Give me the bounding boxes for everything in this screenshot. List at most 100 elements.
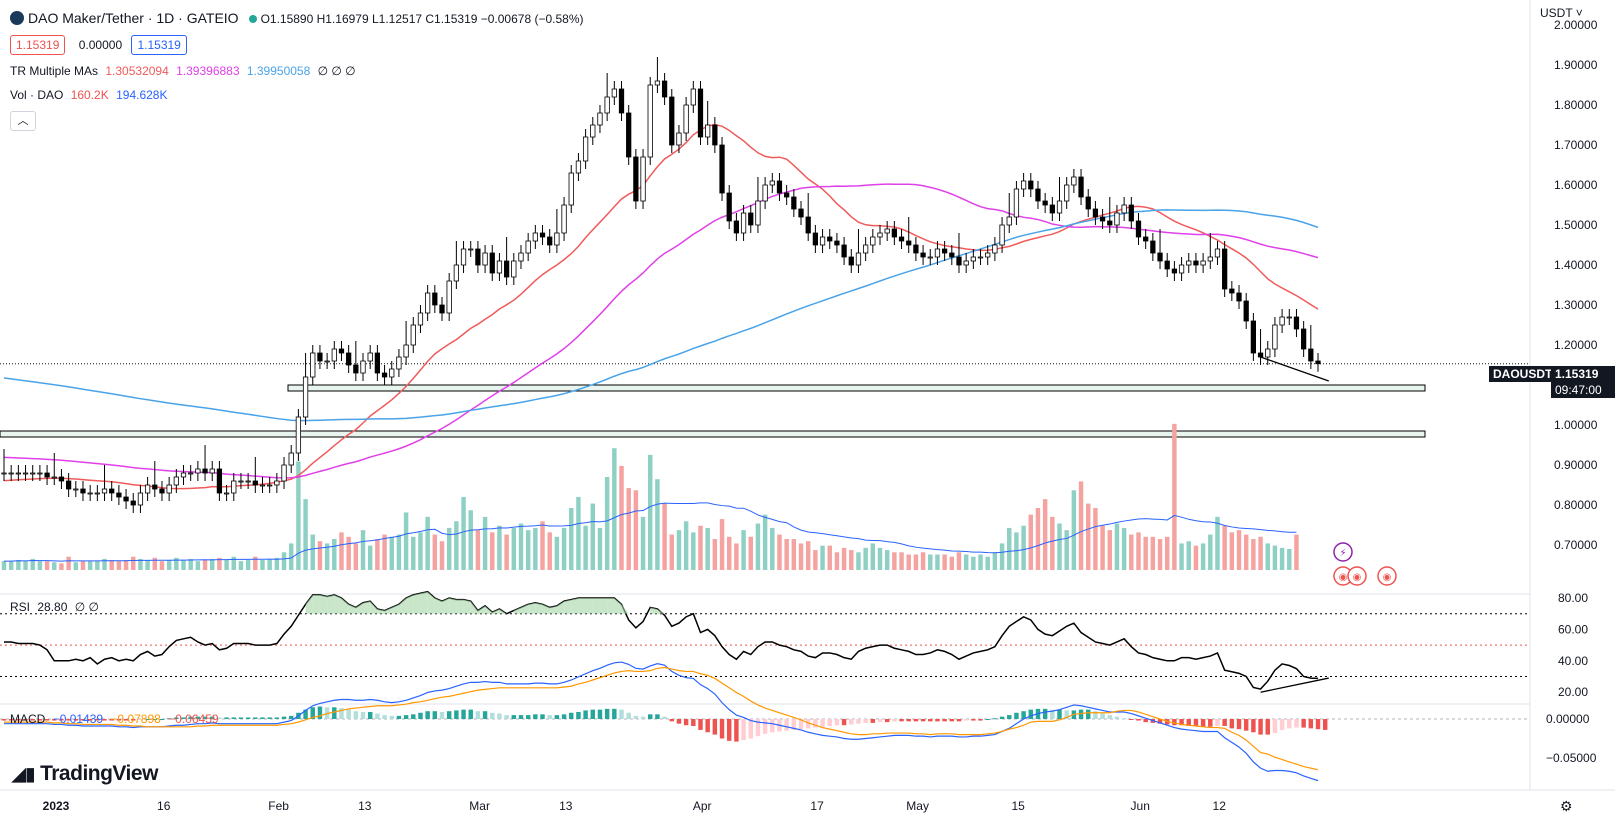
macd-histogram-bar [705, 719, 710, 733]
macd-histogram-bar [928, 719, 933, 722]
macd-histogram-bar [446, 711, 452, 719]
chevron-up-icon: ︿ [17, 115, 29, 127]
ask-price[interactable]: 1.15319 [131, 35, 187, 55]
volume-bar [30, 558, 35, 570]
volume-bar [935, 554, 940, 570]
macd-histogram-bar [1, 719, 7, 721]
rsi-overbought-fill [535, 602, 543, 614]
volume-bar [1035, 508, 1041, 570]
candle-body [1171, 268, 1178, 274]
volume-bar [1222, 525, 1227, 570]
gear-icon[interactable]: ⚙ [1560, 798, 1573, 814]
time-tick-label: 16 [157, 799, 171, 813]
candle-body [547, 236, 553, 246]
macd-histogram-bar [152, 719, 158, 720]
currency-selector[interactable]: USDT ˅ [1540, 6, 1583, 20]
macd-histogram-bar [109, 719, 114, 721]
rsi-legend[interactable]: RSI 28.80 ∅ ∅ [10, 600, 103, 614]
candle-body [712, 124, 718, 146]
macd-histogram-bar [66, 719, 71, 721]
volume-bar [655, 479, 660, 570]
volume-bar [202, 560, 208, 570]
volume-bar [174, 557, 179, 570]
volume-bar [1100, 525, 1105, 570]
macd-histogram-bar [375, 713, 380, 719]
spread: 0.00000 [78, 38, 123, 52]
rsi-overbought-fill [456, 599, 464, 614]
rsi-overbought-fill [485, 605, 493, 614]
candle-body [360, 360, 366, 374]
event-flag-icon [1333, 542, 1353, 562]
macd-histogram-bar [1186, 719, 1191, 727]
price-axis[interactable]: 2.00000 1.90000 1.80000 1.70000 1.60000 1.500… [1546, 18, 1598, 765]
symbol-header: DAO Maker/Tether · 1D · GATEIO O1.15890 H… [10, 10, 588, 26]
ma-legend[interactable]: TR Multiple MAs 1.30532094 1.39396883 1.… [10, 64, 360, 78]
volume-bars [1, 423, 1299, 570]
tradingview-logo[interactable]: ◢▮ TradingView [12, 762, 158, 786]
trendline-drawings[interactable]: ⚡ ◉ ◉ ◉ [1260, 356, 1397, 693]
candle-body [1286, 316, 1292, 319]
volume-bar [482, 516, 488, 570]
rsi-overbought-fill [592, 598, 600, 614]
candle-body [539, 232, 546, 238]
candle-body [65, 480, 72, 490]
macd-histogram-bar [683, 719, 689, 726]
rsi-tick-label: 80.00 [1558, 591, 1588, 605]
candle-body [870, 236, 876, 246]
macd-histogram-bar [1028, 709, 1034, 719]
macd-histogram-bar [985, 719, 990, 720]
macd-histogram-bar [367, 711, 373, 719]
macd-histogram-bar [123, 719, 129, 721]
price-tick-label: 1.00000 [1554, 418, 1598, 432]
macd-histogram-bar [1222, 719, 1227, 727]
macd-histogram-bar [95, 719, 100, 721]
macd-histogram-bar [245, 717, 251, 719]
price-tick-label: 0.80000 [1554, 498, 1598, 512]
volume-bar [1251, 539, 1256, 570]
collapse-legend-button[interactable]: ︿ [10, 111, 36, 131]
candle-body [80, 488, 86, 494]
price-trendline [1260, 356, 1329, 382]
macd-histogram-bar [80, 719, 86, 721]
macd-histogram-bar [281, 716, 287, 719]
volume-bar [37, 561, 43, 570]
volume-bar [73, 562, 79, 570]
candle-body [173, 476, 179, 486]
candle-body [130, 500, 136, 506]
bid-price[interactable]: 1.15319 [10, 35, 66, 55]
candle-body [532, 232, 538, 242]
macd-legend[interactable]: MACD −0.01439 −0.07898 −0.06459 [10, 712, 223, 726]
rsi-overbought-fill [556, 601, 565, 614]
macd-histogram-bar [454, 710, 459, 719]
time-tick-label: 17 [810, 799, 824, 813]
volume-bar [317, 541, 323, 570]
candle-body [1085, 196, 1091, 210]
rsi-overbought-fill [312, 594, 320, 614]
macd-histogram-bar [949, 719, 955, 722]
macd-histogram-bar [942, 719, 947, 722]
candle-body [1293, 316, 1300, 330]
macd-histogram-bar [1143, 719, 1148, 723]
candle-body [812, 232, 819, 246]
macd-pane [0, 661, 1530, 782]
macd-histogram-bar [44, 719, 50, 721]
volume-bar [1086, 503, 1091, 570]
volume-bar [159, 561, 165, 570]
macd-histogram-bar [540, 714, 545, 719]
candle-body [310, 352, 316, 378]
candle-body [44, 472, 50, 478]
symbol-title[interactable]: DAO Maker/Tether · 1D · GATEIO [28, 10, 239, 26]
candlesticks [1, 57, 1321, 513]
macd-histogram-bar [518, 715, 524, 719]
time-axis[interactable]: 2023 16 Feb 13 Mar 13 Apr 17 May 15 Jun 12 [43, 799, 1227, 813]
volume-bar [1215, 516, 1220, 570]
macd-histogram-bar [1007, 715, 1012, 719]
support-zones[interactable] [0, 384, 1426, 438]
macd-histogram-bar [138, 719, 143, 720]
candle-body [769, 180, 775, 186]
candle-body [1028, 180, 1034, 190]
volume-legend[interactable]: Vol · DAO 160.2K 194.628K [10, 88, 171, 102]
rsi-extra: ∅ ∅ [74, 600, 99, 614]
moving-average-line [3, 209, 1319, 422]
